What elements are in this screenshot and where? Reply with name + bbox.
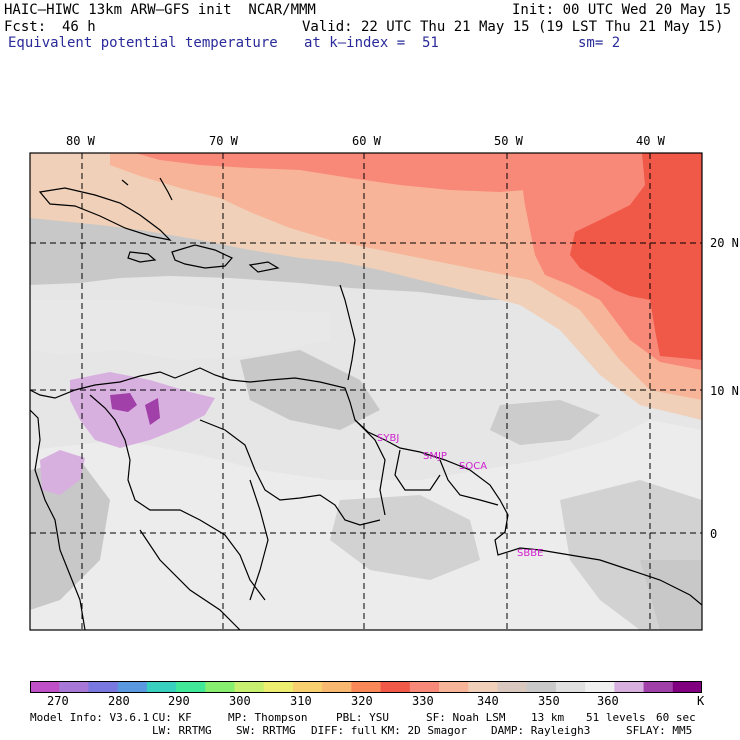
legend-swatch [263,681,294,693]
legend-tick-320: 320 [351,694,373,708]
legend-swatch [234,681,265,693]
legend-swatch [526,681,557,693]
resolution: 13 km [531,711,565,724]
sf-scheme: SF: Noah LSM [426,711,506,724]
diff-scheme: DIFF: full [311,724,378,737]
damp-scheme: DAMP: Rayleigh3 [491,724,591,737]
lon-label-60w: 60 W [352,134,381,148]
station-labels: SYBJ SMJP SOCA SBBE [377,433,543,559]
legend-tick-330: 330 [412,694,434,708]
station-sybj: SYBJ [377,433,399,444]
legend-swatch [59,681,89,693]
lat-label-10n: 10 N [710,384,739,398]
init-time: Init: 00 UTC Wed 20 May 15 [512,2,732,18]
forecast-hour: 46 h [62,19,96,35]
legend-swatch [146,681,177,693]
legend-swatch [439,681,469,693]
station-smjp: SMJP [423,451,447,462]
legend-border [30,681,702,693]
legend-tick-290: 290 [168,694,190,708]
legend-swatch [672,681,702,693]
model-version: Model Info: V3.6.1 [30,711,150,724]
legend-swatch [205,681,236,693]
levels: 51 levels [586,711,646,724]
legend-swatch [322,681,352,693]
station-soca: SOCA [459,461,487,472]
cu-scheme: CU: KF [152,711,192,724]
legend-tick-340: 340 [477,694,499,708]
legend-swatch [117,681,148,693]
legend-tick-360: 360 [597,694,619,708]
field-name: Equivalent potential temperature [8,35,278,51]
legend-swatch [643,681,674,693]
legend-swatch [585,681,615,693]
legend-tick-280: 280 [108,694,130,708]
theta-e-field [30,153,702,630]
valid-time: Valid: 22 UTC Thu 21 May 15 (19 LST Thu … [302,19,724,35]
legend-swatch [497,681,528,693]
sw-scheme: SW: RRTMG [236,724,296,737]
timestep: 60 sec [656,711,696,724]
legend-unit: K [697,694,705,708]
legend-swatch [555,681,586,693]
lon-label-40w: 40 W [636,134,665,148]
forecast-label: Fcst: [4,19,47,35]
lat-label-20n: 20 N [710,236,739,250]
km-scheme: KM: 2D Smagor [381,724,468,737]
legend-tick-300: 300 [229,694,251,708]
legend-swatch [176,681,206,693]
legend-swatch [409,681,440,693]
smoothing: sm= 2 [578,35,621,51]
mp-scheme: MP: Thompson [228,711,308,724]
lon-label-80w: 80 W [66,134,95,148]
legend-swatch [88,681,119,693]
lat-label-0: 0 [710,527,718,541]
legend-swatch [292,681,323,693]
legend-swatch [614,681,645,693]
model-title: HAIC–HIWC 13km ARW–GFS init NCAR/MMM [4,2,316,18]
level-index: at k–index = 51 [304,35,439,51]
legend-swatch [468,681,498,693]
sflay-scheme: SFLAY: MM5 [626,724,693,737]
legend-swatch [380,681,411,693]
legend-tick-350: 350 [538,694,560,708]
legend-swatch [30,681,60,693]
pbl-scheme: PBL: YSU [336,711,389,724]
legend-swatch [351,681,382,693]
station-sbbe: SBBE [517,548,543,559]
legend-tick-310: 310 [290,694,312,708]
lon-label-70w: 70 W [209,134,238,148]
graticule [30,153,702,630]
lon-label-50w: 50 W [494,134,523,148]
legend-tick-270: 270 [47,694,69,708]
color-legend [30,681,702,693]
coastlines [30,177,702,630]
lw-scheme: LW: RRTMG [152,724,212,737]
map-frame [29,152,703,631]
